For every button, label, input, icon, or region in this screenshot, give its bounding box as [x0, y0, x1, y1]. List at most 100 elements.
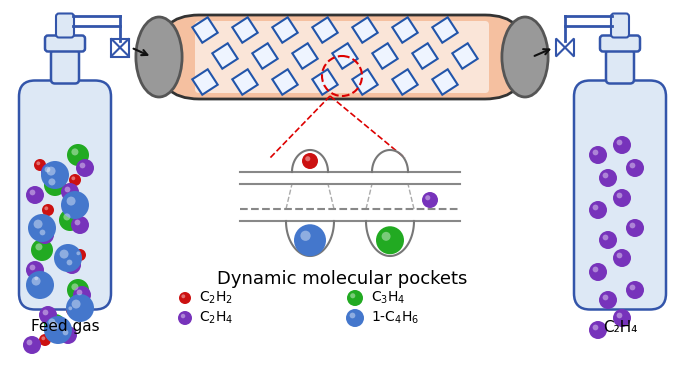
Circle shape	[36, 161, 40, 165]
Circle shape	[613, 309, 631, 327]
Circle shape	[347, 290, 363, 306]
Circle shape	[28, 214, 56, 242]
Polygon shape	[452, 43, 477, 69]
Circle shape	[44, 174, 66, 196]
Circle shape	[63, 256, 81, 274]
Circle shape	[59, 209, 81, 231]
Circle shape	[36, 243, 42, 251]
Polygon shape	[565, 39, 574, 56]
Circle shape	[613, 249, 631, 267]
FancyBboxPatch shape	[157, 15, 527, 99]
Circle shape	[61, 191, 89, 219]
Circle shape	[64, 214, 71, 220]
Circle shape	[41, 336, 45, 340]
Circle shape	[26, 271, 54, 299]
FancyBboxPatch shape	[606, 50, 634, 84]
Circle shape	[349, 313, 356, 318]
Polygon shape	[272, 69, 298, 95]
Circle shape	[26, 261, 44, 279]
Circle shape	[616, 193, 623, 198]
Circle shape	[39, 306, 57, 324]
Circle shape	[178, 311, 192, 325]
Circle shape	[23, 336, 41, 354]
Circle shape	[613, 189, 631, 207]
Circle shape	[45, 167, 51, 172]
Polygon shape	[393, 17, 418, 43]
Polygon shape	[192, 69, 218, 95]
Circle shape	[593, 266, 599, 273]
Circle shape	[306, 156, 310, 161]
Circle shape	[68, 307, 72, 310]
Circle shape	[626, 159, 644, 177]
Circle shape	[26, 186, 44, 204]
Circle shape	[49, 178, 55, 186]
Circle shape	[616, 253, 623, 258]
Circle shape	[32, 277, 40, 285]
Polygon shape	[192, 17, 218, 43]
Circle shape	[616, 139, 623, 146]
Circle shape	[613, 136, 631, 154]
Circle shape	[66, 260, 73, 265]
Circle shape	[36, 226, 54, 244]
Circle shape	[589, 146, 607, 164]
Circle shape	[44, 314, 66, 336]
FancyBboxPatch shape	[611, 14, 629, 37]
Text: Dynamic molecular pockets: Dynamic molecular pockets	[217, 270, 467, 288]
Circle shape	[182, 294, 185, 298]
Circle shape	[67, 144, 89, 166]
Circle shape	[73, 286, 91, 304]
Ellipse shape	[136, 17, 182, 97]
Circle shape	[79, 163, 86, 168]
Polygon shape	[372, 43, 398, 69]
Circle shape	[593, 150, 599, 155]
Circle shape	[630, 163, 636, 168]
Text: C$_3$H$_4$: C$_3$H$_4$	[371, 290, 406, 306]
Circle shape	[382, 232, 390, 241]
Circle shape	[34, 220, 42, 229]
Circle shape	[422, 192, 438, 208]
Circle shape	[41, 161, 69, 189]
Circle shape	[62, 330, 68, 335]
Polygon shape	[292, 43, 318, 69]
Circle shape	[44, 316, 72, 344]
Circle shape	[34, 159, 46, 171]
Circle shape	[301, 231, 310, 241]
Circle shape	[64, 187, 71, 192]
Circle shape	[76, 159, 94, 177]
Circle shape	[71, 216, 89, 234]
Circle shape	[626, 281, 644, 299]
Circle shape	[41, 163, 59, 181]
Circle shape	[599, 169, 617, 187]
FancyBboxPatch shape	[195, 21, 489, 93]
Circle shape	[346, 309, 364, 327]
Circle shape	[589, 263, 607, 281]
Circle shape	[71, 284, 79, 290]
Circle shape	[71, 177, 75, 180]
Polygon shape	[252, 43, 277, 69]
Polygon shape	[312, 69, 338, 95]
Circle shape	[72, 300, 81, 308]
FancyBboxPatch shape	[600, 36, 640, 51]
Text: Feed gas: Feed gas	[31, 319, 99, 335]
FancyBboxPatch shape	[19, 81, 111, 310]
Circle shape	[61, 183, 79, 201]
Polygon shape	[352, 17, 377, 43]
Circle shape	[42, 204, 54, 216]
Circle shape	[74, 249, 86, 261]
Circle shape	[77, 251, 80, 255]
Polygon shape	[556, 39, 565, 56]
Circle shape	[589, 201, 607, 219]
Polygon shape	[212, 43, 238, 69]
Circle shape	[589, 321, 607, 339]
Polygon shape	[393, 69, 418, 95]
Circle shape	[603, 173, 608, 178]
Circle shape	[54, 244, 82, 272]
Circle shape	[67, 279, 89, 301]
Circle shape	[376, 226, 404, 254]
Polygon shape	[232, 17, 258, 43]
Circle shape	[29, 190, 36, 195]
Circle shape	[599, 291, 617, 309]
FancyBboxPatch shape	[51, 50, 79, 84]
Circle shape	[66, 304, 78, 316]
Polygon shape	[120, 39, 129, 56]
